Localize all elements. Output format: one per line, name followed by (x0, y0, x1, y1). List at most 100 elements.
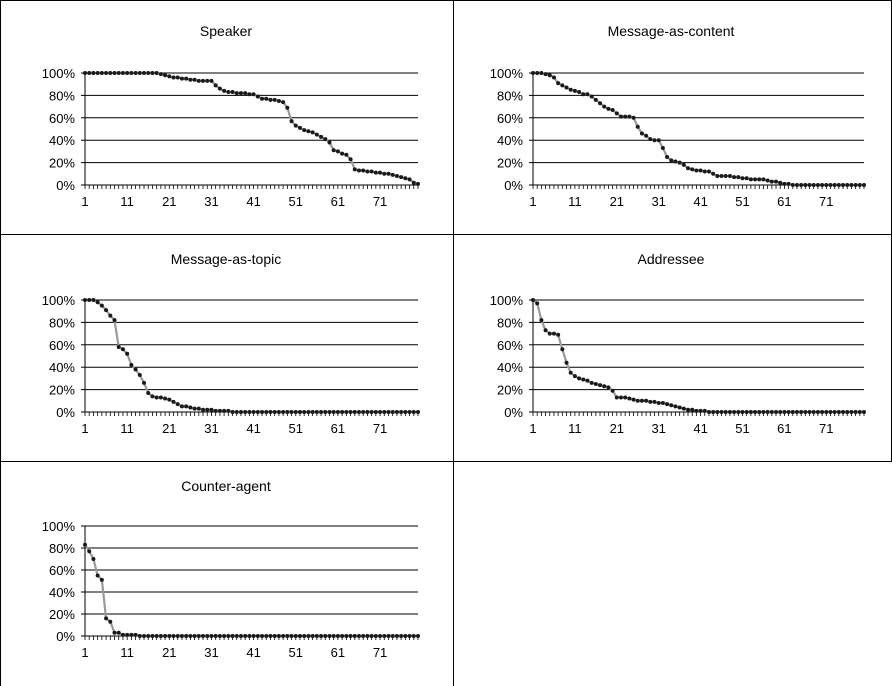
chart-panel-addressee: Addressee 0% 20% 40% 60% 80% 100% 1 11 21 31 41 51 61… (453, 234, 892, 461)
message-as-content-data-point (677, 160, 682, 165)
addressee-y-tick-label: 0% (504, 405, 523, 420)
message-as-topic-data-point (243, 410, 248, 414)
addressee-data-point (665, 402, 670, 407)
counter-agent-data-point (416, 634, 420, 638)
message-as-content-data-point (543, 72, 548, 77)
addressee-data-point (551, 331, 556, 336)
counter-agent-chart-title: Counter-agent (181, 478, 271, 494)
addressee-data-point (644, 398, 649, 403)
speaker-data-point (154, 71, 159, 75)
message-as-topic-data-point (247, 410, 252, 414)
message-as-topic-data-point (255, 410, 260, 414)
speaker-data-point (411, 180, 416, 185)
counter-agent-data-point (255, 634, 260, 638)
message-as-content-y-tick-label: 20% (497, 156, 523, 171)
addressee-data-point (744, 410, 749, 414)
speaker-data-point (352, 167, 357, 172)
counter-agent-data-point (390, 634, 395, 638)
message-as-topic-data-point (142, 380, 147, 385)
message-as-content-x-tick-label: 71 (819, 194, 833, 209)
speaker-data-point (302, 128, 307, 133)
panel-divider-row-2 (0, 461, 892, 462)
counter-agent-data-point (91, 557, 96, 561)
message-as-topic-data-point (217, 408, 222, 413)
counter-agent-data-point (340, 634, 345, 638)
message-as-topic-data-point (302, 410, 307, 414)
addressee-data-point (631, 397, 636, 402)
message-as-content-data-point (841, 183, 846, 187)
message-as-topic-data-point (108, 313, 113, 318)
counter-agent-data-point (171, 634, 176, 638)
message-as-content-data-point (639, 131, 644, 136)
chart-panel-message-as-topic: Message-as-topic 0% 20% 40% 60% 80% 100% 1 11 21 3… (0, 234, 453, 461)
message-as-topic-y-tick-label: 80% (49, 315, 75, 330)
message-as-content-data-point (799, 183, 804, 187)
message-as-content-data-point (686, 166, 691, 171)
message-as-content-data-point (719, 174, 724, 179)
counter-agent-data-point (201, 634, 206, 638)
speaker-x-tick-label: 21 (162, 194, 176, 209)
message-as-topic-x-tick-label: 61 (331, 421, 345, 436)
counter-agent-data-point (365, 634, 370, 638)
speaker-data-point (272, 97, 277, 102)
message-as-content-data-point (832, 183, 837, 187)
counter-agent-data-point (369, 634, 374, 638)
message-as-topic-data-point (352, 410, 357, 414)
speaker-data-point (163, 73, 168, 78)
message-as-content-data-point (560, 83, 565, 88)
speaker-data-point (285, 105, 290, 110)
message-as-content-y-tick-label: 80% (497, 88, 523, 103)
speaker-data-point (184, 76, 189, 81)
addressee-data-point (794, 410, 799, 414)
message-as-topic-data-point (382, 410, 387, 414)
message-as-topic-data-point (163, 396, 168, 401)
addressee-data-point (790, 410, 795, 414)
speaker-data-point (247, 92, 252, 97)
message-as-topic-x-tick-label: 71 (373, 421, 387, 436)
message-as-topic-data-point (209, 407, 214, 412)
message-as-content-data-point (644, 133, 649, 138)
addressee-data-point (761, 410, 766, 414)
message-as-topic-data-point (285, 410, 290, 414)
addressee-x-tick-label: 61 (777, 421, 791, 436)
speaker-data-point (213, 83, 218, 88)
speaker-data-point (344, 152, 349, 157)
message-as-topic-data-point (399, 410, 404, 414)
message-as-topic-data-point (386, 410, 391, 414)
addressee-data-point (849, 410, 854, 414)
counter-agent-data-point (335, 634, 340, 638)
message-as-content-data-point (803, 183, 808, 187)
counter-agent-data-point (306, 634, 311, 638)
addressee-data-point (535, 301, 540, 306)
message-as-content-x-tick-label: 41 (693, 194, 707, 209)
addressee-data-point (677, 405, 682, 410)
counter-agent-data-point (188, 634, 193, 638)
message-as-topic-data-point (91, 298, 96, 302)
message-as-content-data-point (824, 183, 829, 187)
message-as-content-data-point (635, 124, 640, 129)
counter-agent-data-point (104, 616, 109, 621)
counter-agent-data-point (403, 634, 408, 638)
speaker-data-point (179, 76, 184, 81)
addressee-x-tick-label: 1 (529, 421, 536, 436)
speaker-data-point (99, 71, 104, 75)
addressee-data-point (828, 410, 833, 414)
addressee-x-tick-label: 11 (568, 421, 582, 436)
message-as-content-data-point (577, 90, 582, 95)
counter-agent-data-point (407, 634, 412, 638)
message-as-topic-data-point (348, 410, 353, 414)
message-as-content-data-point (581, 92, 586, 97)
addressee-data-point (702, 408, 707, 413)
addressee-data-point (706, 410, 711, 414)
counter-agent-data-point (154, 634, 159, 638)
counter-agent-series-line (84, 544, 418, 638)
message-as-topic-data-point (335, 410, 340, 414)
counter-agent-y-tick-label: 60% (49, 563, 75, 578)
message-as-content-data-point (698, 168, 703, 173)
message-as-topic-data-point (293, 410, 298, 414)
message-as-topic-data-point (129, 362, 134, 367)
message-as-topic-data-point (158, 395, 163, 400)
counter-agent-data-point (112, 630, 117, 635)
